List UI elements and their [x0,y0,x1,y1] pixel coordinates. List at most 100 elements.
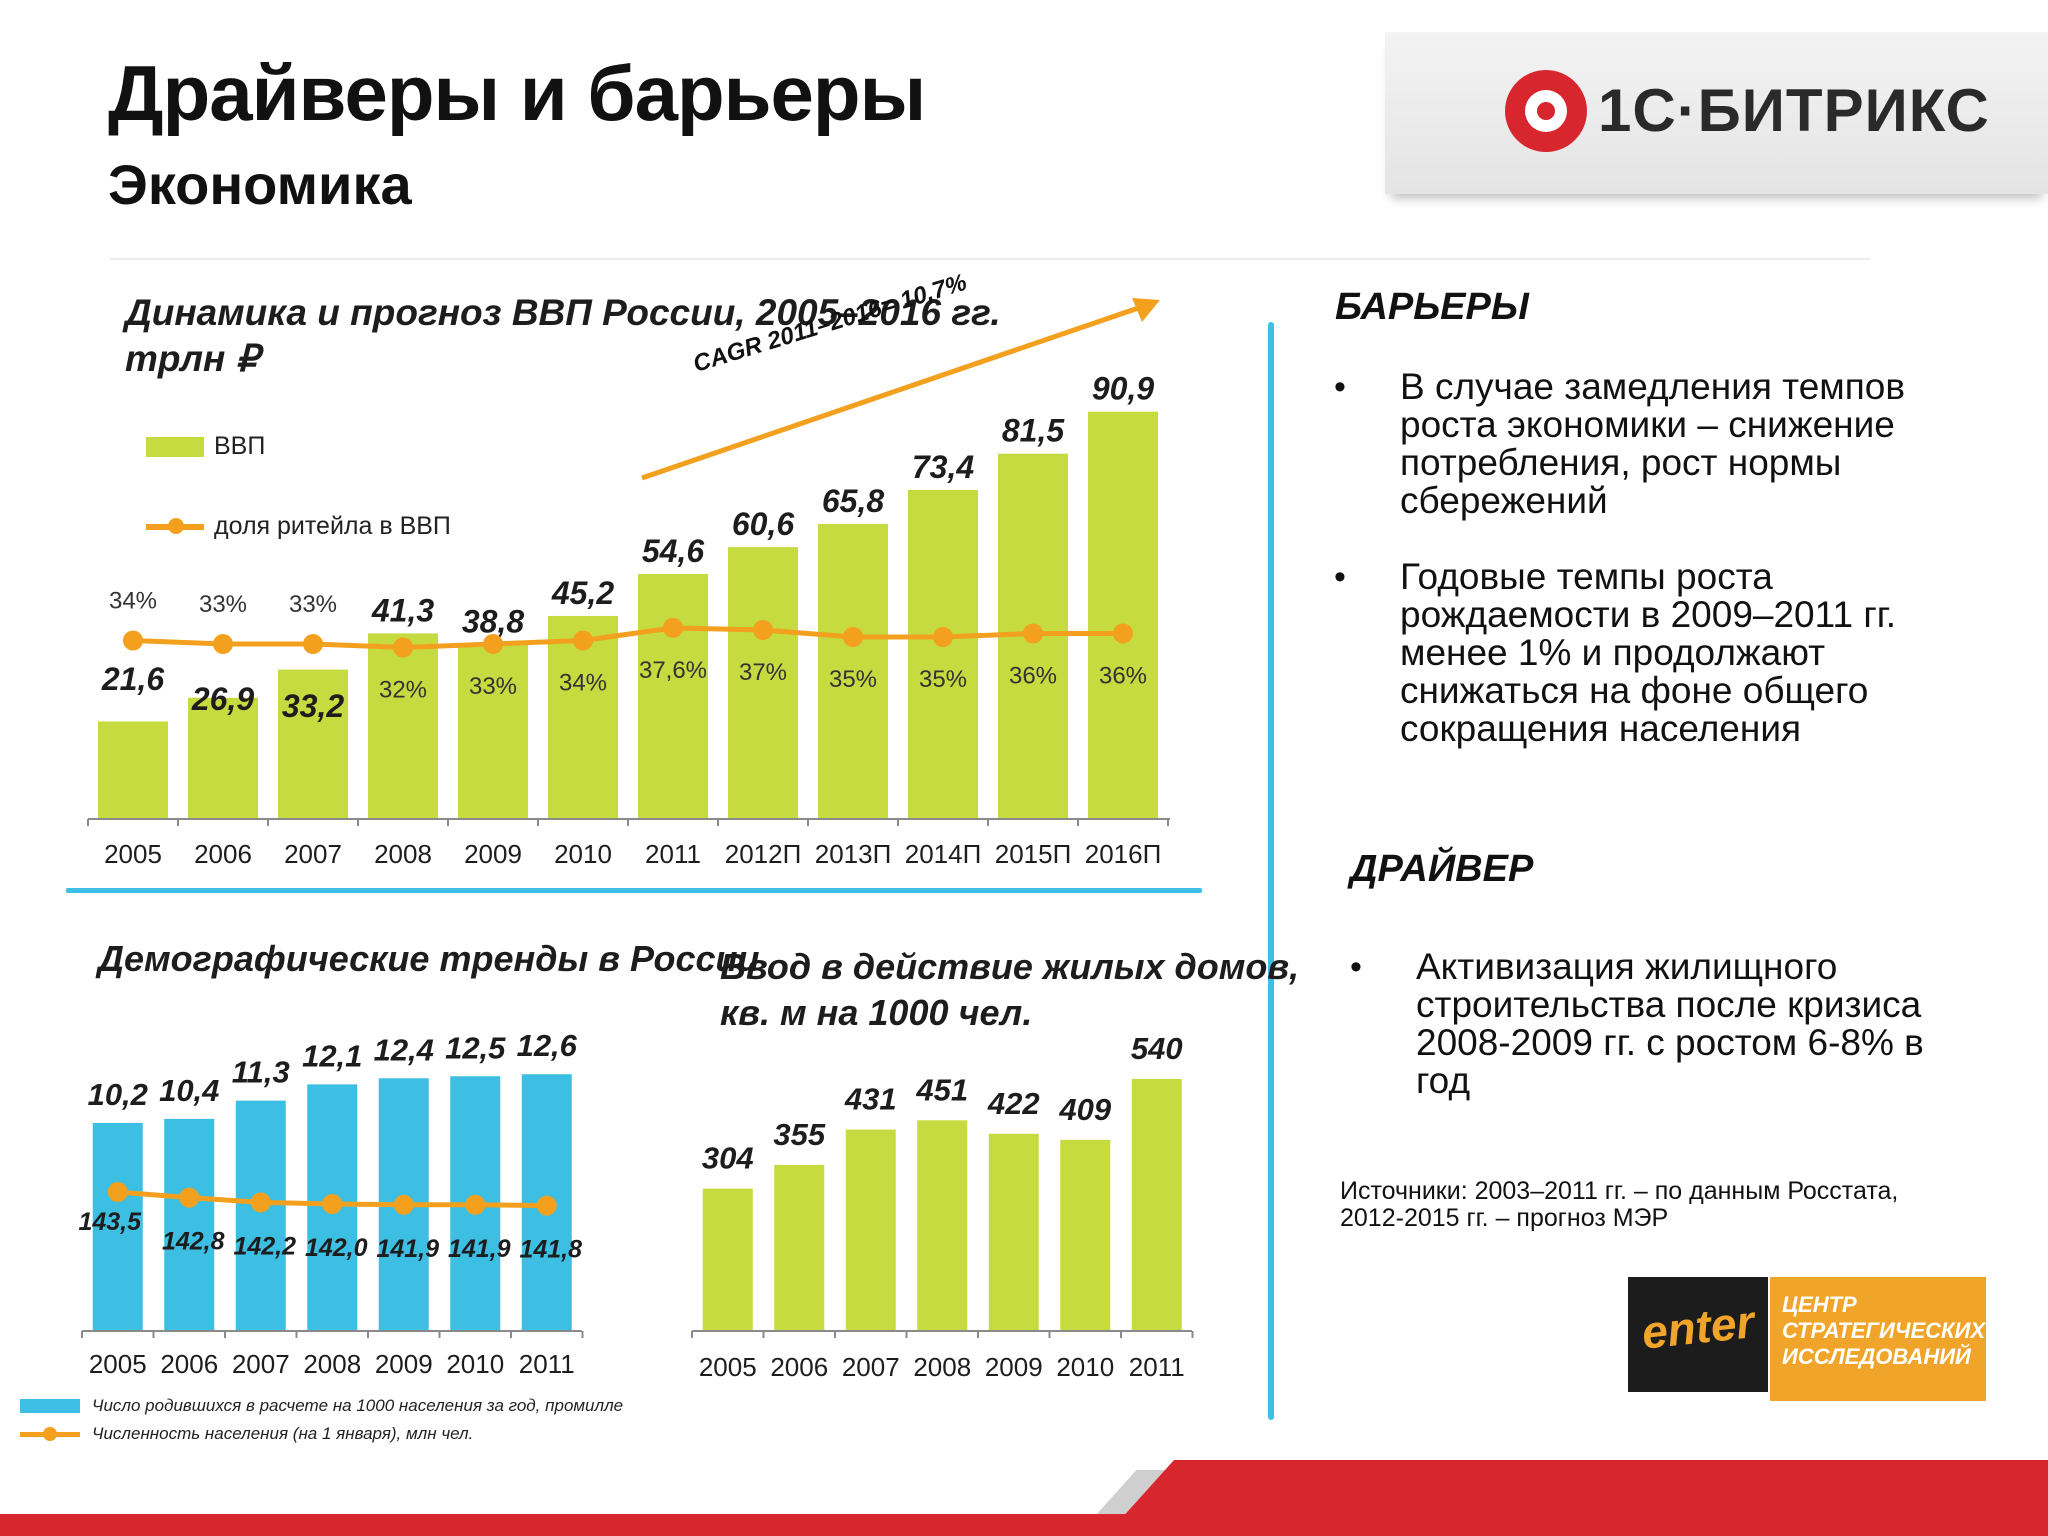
gdp-retail-share-point [213,634,233,654]
gdp-retail-share-point [933,627,953,647]
gdp-x-tick-label: 2007 [284,839,342,869]
barrier-item-2: Годовые темпы роста рождаемости в 2009–2… [1400,558,1896,748]
gdp-legend-bar-swatch [146,436,204,457]
gdp-retail-share-label: 34% [559,670,607,697]
housing-bar-value-label: 409 [1058,1092,1111,1127]
gdp-x-tick-label: 2008 [374,839,432,869]
demo-legend-bar-label: Число родившихся в расчете на 1000 насел… [92,1396,624,1415]
demo-bar-value-label: 10,4 [159,1073,219,1108]
gdp-bar-value-label: 38,8 [462,604,524,640]
demo-bar-value-label: 12,5 [445,1030,506,1065]
gdp-retail-share-label: 35% [919,666,967,693]
demo-population-point [536,1195,557,1216]
demo-population-point [107,1182,128,1202]
housing-title-line1: Ввод в действие жилых домов, [720,946,1300,987]
demo-x-tick-label: 2006 [160,1349,218,1379]
cagr-arrow-line [641,301,1151,481]
gdp-retail-share-line [132,625,1123,651]
sources-line-1: Источники: 2003–2011 гг. – по данным Рос… [1340,1177,1899,1205]
gdp-x-tick-label: 2014П [905,839,982,869]
housing-bar [917,1120,968,1330]
gdp-bar [188,697,258,818]
enter-logo-box [1628,1277,1768,1392]
demo-x-tick-label: 2010 [446,1349,504,1379]
housing-x-tick-label: 2009 [985,1352,1043,1382]
gdp-retail-share-point [1113,623,1133,644]
gdp-x-tick-label: 2013П [815,839,892,869]
demo-x-tick-label: 2008 [303,1349,361,1379]
logo-panel [1385,32,2048,194]
demo-population-point [465,1194,486,1215]
gdp-bar-value-label: 33,2 [282,688,344,724]
driver-1-line-3: 2008-2009 гг. с ростом 6-8% в [1416,1022,1924,1063]
barrier-2-line-2: рождаемости в 2009–2011 гг. [1400,594,1897,635]
demo-population-label: 141,8 [519,1236,582,1264]
page-title: Драйверы и барьеры [108,49,926,137]
gdp-x-tick-label: 2015П [995,839,1072,869]
demo-bar-value-label: 11,3 [232,1055,290,1090]
barrier-1-line-4: сбережений [1400,480,1608,521]
demo-population-label: 143,5 [78,1208,142,1236]
gdp-retail-share-label: 37% [739,659,787,686]
gdp-bar-value-label: 54,6 [642,533,704,569]
housing-x-tick-label: 2008 [913,1352,971,1382]
gdp-retail-share-label: 36% [1099,663,1147,690]
gdp-legend-line-label: доля ритейла в ВВП [214,512,451,540]
demo-bar [235,1100,286,1330]
housing-x-tick-label: 2010 [1056,1352,1114,1382]
driver-1-line-4: год [1416,1060,1471,1101]
gdp-retail-share-point [753,620,773,640]
housing-bar [988,1133,1039,1330]
gdp-chart: 21,6 2005 26,9 2006 33,2 2007 41,3 2008 38,8 2009… [87,298,1170,869]
gdp-bar-value-label: 60,6 [732,506,794,542]
demo-bar-value-label: 12,6 [517,1028,578,1063]
strategic-center-logo-text: ЦЕНТР СТРАТЕГИЧЕСКИХ ИССЛЕДОВАНИЙ [1782,1292,1985,1370]
barrier-2-line-3: менее 1% и продолжают [1400,632,1826,673]
housing-bar-value-label: 431 [844,1082,897,1117]
housing-bar [774,1164,825,1330]
gdp-bar [818,523,888,818]
demo-bar-value-label: 10,2 [88,1077,148,1112]
demo-population-point [393,1194,414,1215]
gdp-bar-value-label: 26,9 [191,681,254,717]
driver-1-line-2: строительства после кризиса [1416,984,1922,1025]
gdp-x-tick-label: 2006 [194,839,252,869]
gdp-x-tick-label: 2011 [645,839,701,869]
housing-bar [1060,1139,1111,1330]
demo-legend-bar-swatch [20,1399,80,1413]
gdp-bar [1088,411,1158,818]
driver-heading: ДРАЙВЕР [1350,848,1534,890]
sources-line-2: 2012-2015 гг. – прогноз МЭР [1340,1204,1669,1232]
driver-bullet-1: • [1350,948,1362,986]
housing-bar [845,1129,896,1330]
gdp-bar [98,721,168,818]
demo-chart: 10,2 2005 10,4 2006 11,3 2007 12,1 2008 12,4 2009… [78,1028,584,1379]
gdp-bar-value-label: 41,3 [371,592,434,628]
gdp-x-tick-label: 2012П [725,839,802,869]
demo-population-label: 142,8 [162,1228,225,1256]
housing-x-tick-label: 2006 [770,1352,828,1382]
gdp-retail-share-point [483,634,503,654]
gdp-bar [908,489,978,818]
housing-bar-value-label: 451 [915,1072,968,1107]
gdp-bar [458,644,528,818]
bitrix-logo-text: 1С·БИТРИКС [1598,77,1990,144]
barrier-item-1: В случае замедления темпов роста экономи… [1400,368,1905,520]
gdp-retail-share-label: 33% [199,591,247,618]
bitrix-logo-dot [1537,102,1555,120]
housing-x-tick-label: 2005 [699,1352,757,1382]
gdp-retail-share-point [663,617,683,638]
center-line-3: ИССЛЕДОВАНИЙ [1782,1344,1971,1369]
barrier-bullet-1: • [1334,368,1346,406]
barrier-1-line-3: потребления, рост нормы [1400,442,1842,483]
housing-x-tick-label: 2007 [842,1352,900,1382]
demo-bar-value-label: 12,4 [374,1032,434,1067]
housing-bar-value-label: 422 [987,1086,1040,1121]
gdp-legend-bar-label: ВВП [214,432,266,460]
gdp-retail-share-label: 37,6% [639,657,707,684]
gdp-bar-value-label: 21,6 [101,661,164,697]
housing-chart: 304 2005 355 2006 431 2007 451 2008 422 2009 409 20… [691,1031,1194,1382]
housing-bar [702,1188,753,1330]
demo-population-label: 141,9 [448,1235,511,1263]
footer-red-band [0,1514,2048,1536]
